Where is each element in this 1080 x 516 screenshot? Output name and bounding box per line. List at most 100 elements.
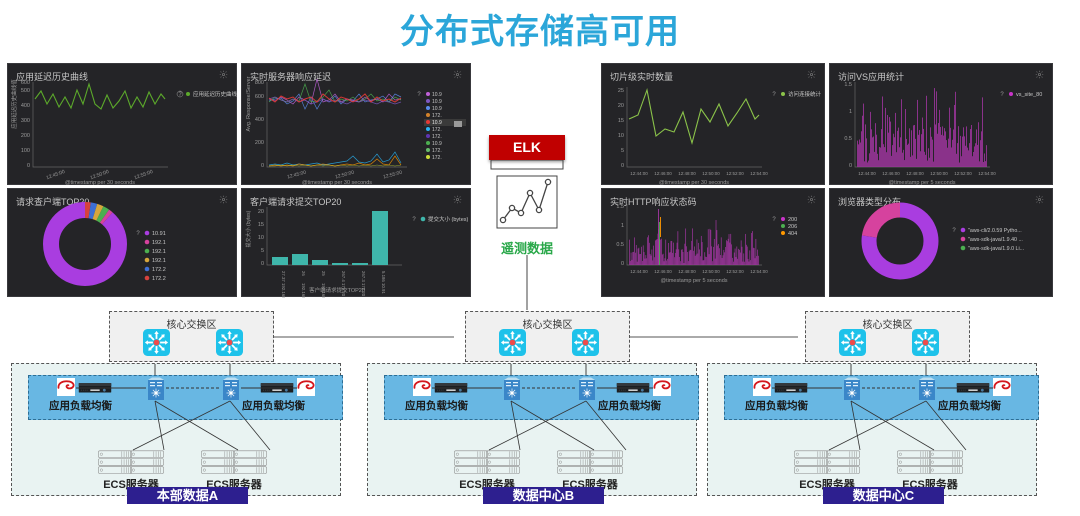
svg-text:192.1: 192.1: [152, 249, 166, 255]
svg-text:10: 10: [258, 235, 264, 241]
svg-text:?: ?: [136, 231, 140, 237]
svg-text:192.1: 192.1: [152, 258, 166, 264]
svg-text:500: 500: [21, 88, 30, 94]
svg-text:"aws-cli/2.0.59 Pytho...: "aws-cli/2.0.59 Pytho...: [968, 228, 1022, 234]
svg-text:25: 25: [618, 88, 624, 94]
svg-text:12:46:00: 12:46:00: [882, 171, 900, 176]
svg-text:@timestamp per 5 seconds: @timestamp per 5 seconds: [888, 180, 955, 186]
svg-text:172.: 172.: [432, 127, 442, 133]
svg-text:15: 15: [618, 118, 624, 124]
svg-text:@timestamp per 5 seconds: @timestamp per 5 seconds: [660, 278, 727, 284]
svg-text:5.186: 5.186: [381, 271, 386, 282]
svg-text:应用延迟历史曲线: 应用延迟历史曲线: [193, 90, 238, 98]
svg-text:192.168: 192.168: [281, 283, 286, 298]
svg-text:12:54:00: 12:54:00: [750, 171, 768, 176]
svg-text:20: 20: [258, 209, 264, 215]
svg-text:12:46:00: 12:46:00: [654, 171, 672, 176]
svg-text:12:50:00: 12:50:00: [702, 269, 720, 274]
svg-text:0: 0: [849, 163, 852, 169]
svg-text:172.: 172.: [432, 148, 442, 154]
svg-text:172.: 172.: [432, 113, 442, 119]
svg-text:10.9: 10.9: [432, 120, 442, 126]
svg-text:5: 5: [261, 248, 264, 254]
svg-text:1: 1: [849, 109, 852, 115]
svg-text:600: 600: [255, 94, 264, 100]
svg-text:10: 10: [618, 133, 624, 139]
svg-text:12:52:00: 12:52:00: [726, 171, 744, 176]
svg-text:404: 404: [788, 231, 797, 237]
svg-text:0: 0: [27, 163, 30, 169]
svg-text:0: 0: [621, 163, 624, 169]
svg-text:?: ?: [1000, 92, 1004, 98]
svg-text:12:50:00: 12:50:00: [702, 171, 720, 176]
svg-text:@timestamp per 30 seconds: @timestamp per 30 seconds: [659, 180, 729, 186]
svg-text:12:48:00: 12:48:00: [678, 269, 696, 274]
svg-text:10.9: 10.9: [432, 99, 442, 105]
svg-text:12:46:00: 12:46:00: [654, 269, 672, 274]
svg-text:12:54:00: 12:54:00: [750, 269, 768, 274]
svg-text:300: 300: [21, 118, 30, 124]
svg-text:@timestamp per 30 seconds: @timestamp per 30 seconds: [65, 180, 135, 186]
svg-text:12:50:00: 12:50:00: [930, 171, 948, 176]
svg-text:400: 400: [255, 117, 264, 123]
svg-text:172.2: 172.2: [152, 267, 166, 273]
svg-text:提交大小 (bytes): 提交大小 (bytes): [245, 210, 252, 247]
svg-text:1.5: 1.5: [616, 204, 624, 210]
svg-text:vs_site_80: vs_site_80: [1016, 92, 1042, 98]
svg-text:172.2: 172.2: [152, 276, 166, 282]
svg-text:172.: 172.: [432, 155, 442, 161]
svg-text:10.91: 10.91: [152, 231, 166, 237]
svg-text:12:44:00: 12:44:00: [858, 171, 876, 176]
svg-text:0: 0: [621, 261, 624, 267]
svg-text:"aws-sdk-java/1.9.0 Li...: "aws-sdk-java/1.9.0 Li...: [968, 246, 1024, 252]
svg-text:12:45:00: 12:45:00: [287, 170, 308, 181]
svg-text:客户端请求提交TOP20: 客户端请求提交TOP20: [309, 286, 365, 294]
svg-text:192.168: 192.168: [301, 283, 306, 298]
svg-text:12:44:00: 12:44:00: [630, 171, 648, 176]
svg-text:12:55:00: 12:55:00: [133, 169, 154, 181]
svg-text:12:54:00: 12:54:00: [978, 171, 996, 176]
svg-text:15: 15: [258, 222, 264, 228]
svg-text:?: ?: [952, 228, 956, 234]
svg-text:12:44:00: 12:44:00: [630, 269, 648, 274]
svg-text:Avg. Response/Server: Avg. Response/Server: [246, 76, 252, 131]
svg-text:应用延迟历史曲线值: 应用延迟历史曲线值: [10, 79, 18, 129]
svg-text:400: 400: [21, 103, 30, 109]
svg-text:10.91: 10.91: [381, 283, 386, 294]
svg-text:?: ?: [772, 217, 776, 223]
svg-text:1: 1: [621, 223, 624, 229]
svg-text:5: 5: [621, 148, 624, 154]
svg-text:10.9: 10.9: [432, 141, 442, 147]
svg-text:0: 0: [261, 163, 264, 169]
svg-text:267.3: 267.3: [361, 271, 366, 282]
svg-text:206: 206: [788, 224, 797, 230]
svg-text:192.1: 192.1: [152, 240, 166, 246]
svg-text:600: 600: [21, 80, 30, 86]
svg-text:12:48:00: 12:48:00: [678, 171, 696, 176]
svg-text:800: 800: [255, 80, 264, 86]
svg-text:12:52:00: 12:52:00: [726, 269, 744, 274]
svg-text:26: 26: [301, 271, 306, 276]
svg-text:"aws-sdk-java/1.9.40 ...: "aws-sdk-java/1.9.40 ...: [968, 237, 1023, 243]
svg-text:?: ?: [412, 217, 416, 223]
svg-text:100: 100: [21, 148, 30, 154]
svg-text:0: 0: [261, 261, 264, 267]
svg-text:@timestamp per 30 seconds: @timestamp per 30 seconds: [302, 180, 372, 186]
svg-text:提交大小 (bytes): 提交大小 (bytes): [428, 215, 469, 223]
svg-text:12:50:00: 12:50:00: [335, 170, 356, 181]
svg-text:12:45:00: 12:45:00: [45, 169, 66, 181]
svg-text:?: ?: [417, 92, 421, 98]
svg-text:200: 200: [788, 217, 797, 223]
svg-text:访问连接统计: 访问连接统计: [788, 90, 822, 98]
svg-text:12:48:00: 12:48:00: [906, 171, 924, 176]
svg-text:25: 25: [321, 271, 326, 276]
svg-text:0.5: 0.5: [844, 136, 852, 142]
svg-text:10.9: 10.9: [432, 92, 442, 98]
svg-text:?: ?: [772, 92, 776, 98]
svg-text:267.4: 267.4: [341, 271, 346, 282]
svg-text:200: 200: [255, 140, 264, 146]
svg-text:1.5: 1.5: [844, 82, 852, 88]
svg-text:10.9: 10.9: [432, 106, 442, 112]
svg-text:12:52:00: 12:52:00: [954, 171, 972, 176]
svg-text:172.: 172.: [432, 134, 442, 140]
